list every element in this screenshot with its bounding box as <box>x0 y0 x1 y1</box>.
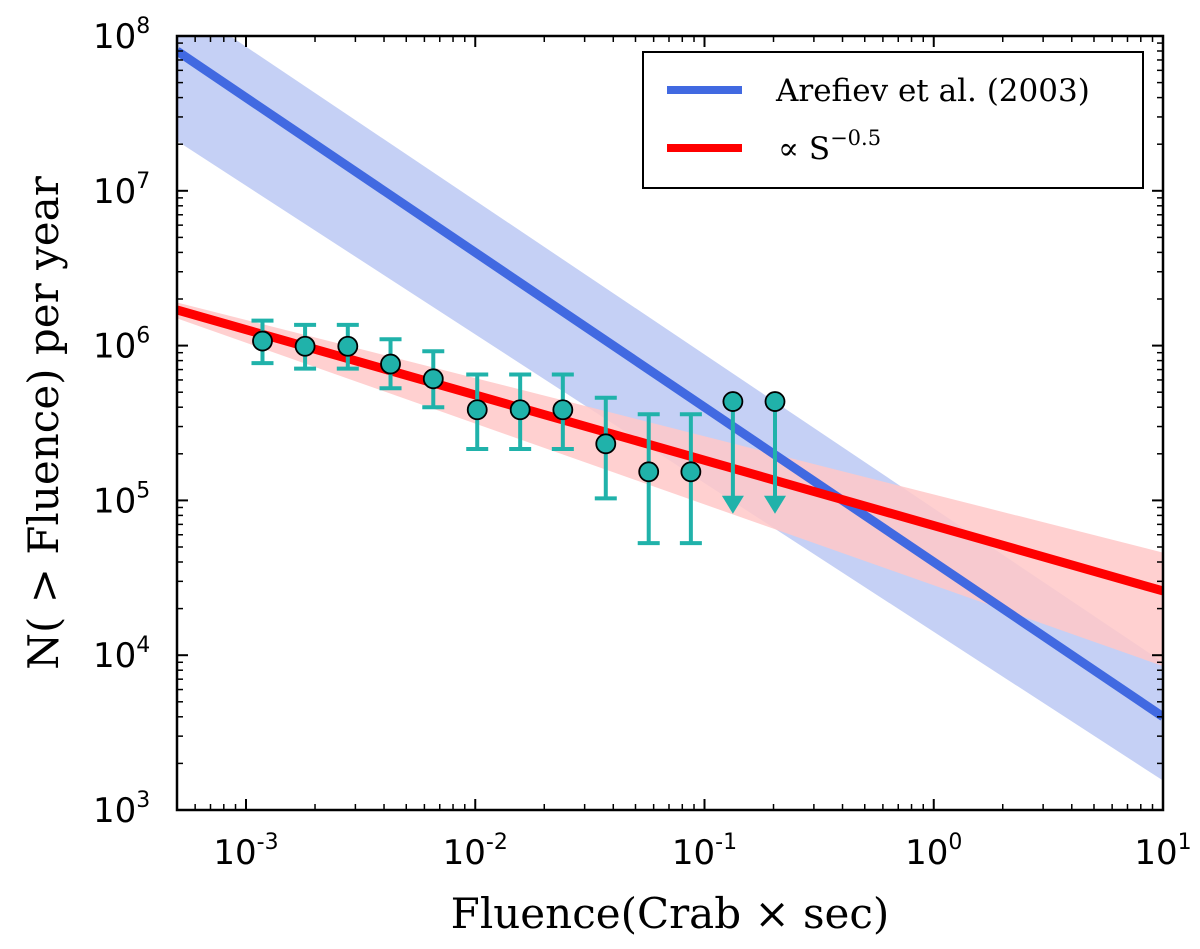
x-tick-label-exponent: 1 <box>1178 830 1192 855</box>
data-point-7 <box>552 399 574 421</box>
x-tick-label-base: 10 <box>1134 833 1177 873</box>
y-tick-label-2: 105 <box>93 478 150 521</box>
y-tick-label-exponent: 6 <box>136 324 150 349</box>
x-tick-label-exponent: -3 <box>257 830 279 855</box>
data-point-11 <box>722 391 744 412</box>
x-tick-label-3: 100 <box>905 830 962 873</box>
data-point-4 <box>422 368 444 390</box>
y-tick-label-3: 106 <box>93 324 150 367</box>
y-tick-label-4: 107 <box>93 169 150 212</box>
data-point-12 <box>764 391 786 412</box>
x-tick-label-4: 101 <box>1134 830 1191 873</box>
y-tick-label-5: 108 <box>93 14 150 57</box>
y-tick-label-exponent: 8 <box>136 14 150 39</box>
data-point-3 <box>380 353 401 375</box>
data-point-0 <box>252 330 273 352</box>
data-point-9 <box>638 461 660 483</box>
data-points <box>251 318 786 546</box>
y-axis-title: N( > Fluence) per year <box>19 175 68 669</box>
data-point-1 <box>294 335 316 357</box>
y-tick-label-base: 10 <box>93 791 136 831</box>
x-tick-label-base: 10 <box>443 833 486 873</box>
x-tick-label-base: 10 <box>905 833 948 873</box>
plot-frame <box>175 34 1165 812</box>
x-tick-label-0: 10-3 <box>213 830 278 873</box>
y-tick-label-exponent: 4 <box>136 633 150 658</box>
y-tick-label-base: 10 <box>93 172 136 212</box>
x-tick-label-base: 10 <box>672 833 715 873</box>
y-tick-label-exponent: 3 <box>136 788 150 813</box>
data-point-2 <box>337 335 359 357</box>
upper-limit-arrow-12 <box>763 495 786 514</box>
data-point-5 <box>466 399 488 421</box>
line-series-0 <box>177 47 1163 721</box>
y-tick-label-1: 104 <box>93 633 150 676</box>
legend-label-power-law-exponent: −0.5 <box>830 126 881 150</box>
x-tick-label-exponent: -2 <box>486 830 508 855</box>
y-tick-label-exponent: 7 <box>136 169 150 194</box>
upper-limit-arrow-11 <box>721 495 744 514</box>
x-tick-label-2: 10-1 <box>672 830 737 873</box>
y-tick-label-exponent: 5 <box>136 478 150 503</box>
y-tick-label-base: 10 <box>93 481 136 521</box>
model-lines <box>177 47 1163 721</box>
y-tick-label-base: 10 <box>93 17 136 57</box>
axis-ticks <box>176 35 1164 811</box>
band-series-1 <box>177 302 1163 667</box>
y-tick-label-base: 10 <box>93 327 136 367</box>
y-tick-label-base: 10 <box>93 636 136 676</box>
legend-box <box>642 51 1144 189</box>
data-point-6 <box>509 399 531 421</box>
line-series-1 <box>177 305 1163 596</box>
legend-label-power-law: ∝ S−0.5 <box>778 126 881 167</box>
x-axis-title: Fluence(Crab × sec) <box>451 889 890 938</box>
y-tick-label-0: 103 <box>93 788 150 831</box>
legend-label-power-law-base: ∝ S <box>778 131 830 167</box>
legend: Arefiev et al. (2003) ∝ S−0.5 <box>642 51 1144 189</box>
legend-label-arefiev: Arefiev et al. (2003) <box>775 73 1090 109</box>
x-tick-label-exponent: -1 <box>715 830 737 855</box>
x-tick-label-1: 10-2 <box>443 830 508 873</box>
data-point-8 <box>595 433 617 455</box>
x-tick-label-base: 10 <box>213 833 256 873</box>
data-point-10 <box>680 461 702 483</box>
x-tick-label-exponent: 0 <box>948 830 962 855</box>
